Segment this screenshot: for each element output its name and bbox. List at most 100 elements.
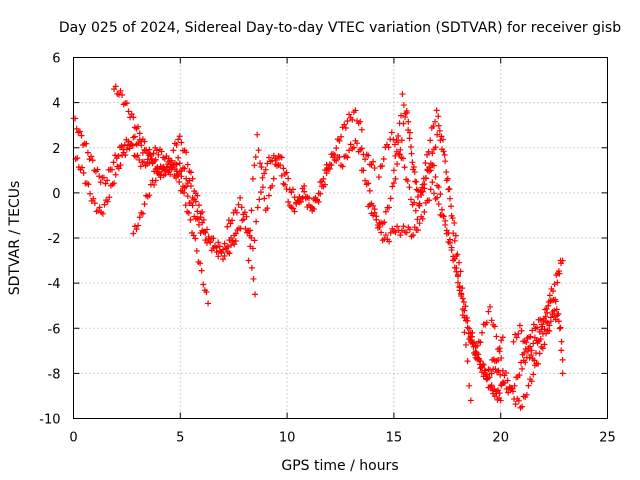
data-point: [133, 226, 140, 233]
data-point: [157, 174, 164, 181]
data-point: [223, 245, 230, 252]
x-tick-label: 20: [492, 431, 509, 446]
data-point: [111, 180, 118, 187]
data-point: [464, 324, 471, 331]
data-point: [155, 170, 162, 177]
data-point: [424, 151, 431, 158]
data-point: [194, 215, 201, 222]
data-point: [229, 217, 236, 224]
data-point: [251, 237, 258, 244]
data-point: [158, 148, 165, 155]
data-point: [395, 133, 402, 140]
data-point: [490, 356, 497, 363]
data-point: [401, 164, 408, 171]
y-tick-label: -8: [48, 367, 61, 382]
data-point: [400, 102, 407, 109]
data-point: [155, 151, 162, 158]
data-point: [404, 177, 411, 184]
x-tick-label: 0: [69, 431, 77, 446]
data-point: [349, 116, 356, 123]
data-point: [444, 175, 451, 182]
data-point: [521, 349, 528, 356]
data-point: [477, 339, 484, 346]
y-tick-label: -6: [48, 322, 61, 337]
data-point: [399, 91, 406, 98]
data-point: [432, 173, 439, 180]
data-point: [181, 165, 188, 172]
data-point: [262, 166, 269, 173]
data-point: [391, 141, 398, 148]
data-point: [479, 369, 486, 376]
data-point: [407, 196, 414, 203]
data-point: [438, 133, 445, 140]
data-point: [440, 213, 447, 220]
data-point: [430, 162, 437, 169]
x-tick-labels: 0 5 10 15 20 25: [69, 431, 615, 446]
data-point: [440, 136, 447, 143]
data-point: [78, 132, 85, 139]
data-point: [176, 168, 183, 175]
data-point: [320, 175, 327, 182]
data-point: [195, 202, 202, 209]
data-point: [250, 275, 257, 282]
data-point: [462, 341, 469, 348]
data-point: [213, 248, 220, 255]
data-point: [118, 142, 125, 149]
data-point: [130, 114, 137, 121]
data-point: [198, 267, 205, 274]
data-point: [543, 305, 550, 312]
series-track-11: [467, 257, 564, 411]
data-point: [170, 147, 177, 154]
data-point: [84, 149, 91, 156]
data-point: [546, 328, 553, 335]
data-point: [449, 215, 456, 222]
data-point: [410, 232, 417, 239]
series-track-1: [70, 115, 212, 307]
data-point: [247, 227, 254, 234]
data-point: [446, 195, 453, 202]
data-point: [414, 227, 421, 234]
data-point: [387, 195, 394, 202]
data-point: [171, 160, 178, 167]
data-point: [183, 149, 190, 156]
data-point: [503, 369, 510, 376]
data-point: [456, 259, 463, 266]
data-point: [399, 155, 406, 162]
data-point: [390, 180, 397, 187]
data-point: [389, 183, 396, 190]
data-point: [253, 218, 260, 225]
data-point: [511, 382, 518, 389]
data-point: [251, 162, 258, 169]
data-point: [378, 229, 385, 236]
data-point: [215, 253, 222, 260]
data-point: [347, 141, 354, 148]
data-point: [452, 232, 459, 239]
data-point: [435, 113, 442, 120]
data-point: [370, 202, 377, 209]
data-point: [373, 216, 380, 223]
data-point: [146, 146, 153, 153]
y-tick-label: 0: [52, 187, 60, 202]
data-point: [182, 202, 189, 209]
data-point: [442, 221, 449, 228]
data-point: [487, 303, 494, 310]
data-point: [541, 341, 548, 348]
data-point: [240, 216, 247, 223]
data-point: [269, 182, 276, 189]
data-point: [545, 302, 552, 309]
data-point: [559, 356, 566, 363]
data-point: [437, 191, 444, 198]
data-point: [405, 118, 412, 125]
data-point: [509, 388, 516, 395]
data-point: [379, 163, 386, 170]
grid: [73, 57, 608, 419]
data-point: [448, 247, 455, 254]
data-point: [419, 215, 426, 222]
data-point: [265, 154, 272, 161]
data-point: [435, 122, 442, 129]
data-point: [328, 162, 335, 169]
data-point: [192, 235, 199, 242]
data-point: [74, 155, 81, 162]
data-point: [135, 140, 142, 147]
